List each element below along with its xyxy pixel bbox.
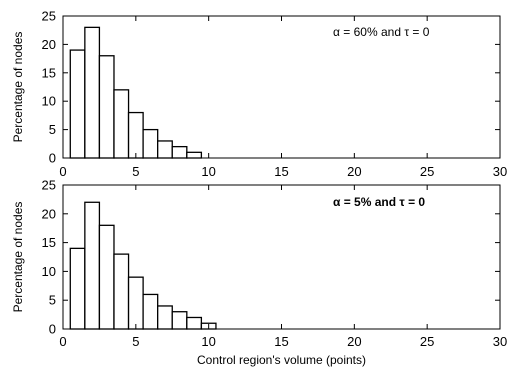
histogram-bar <box>98 224 115 330</box>
y-tick-label: 0 <box>49 151 56 166</box>
histogram-bar <box>127 111 144 159</box>
histogram-bar <box>186 316 203 330</box>
y-tick-label: 10 <box>42 264 56 279</box>
panel-annotation: α = 5% and τ = 0 <box>333 195 425 209</box>
histogram-bar <box>98 55 115 159</box>
x-tick-label: 30 <box>493 334 507 349</box>
histogram-bar <box>69 247 86 330</box>
y-tick-label: 0 <box>49 322 56 337</box>
histogram-bar <box>69 49 86 159</box>
histogram-bar <box>157 140 173 159</box>
x-tick-label: 0 <box>59 164 66 179</box>
x-axis-label: Control region's volume (points) <box>197 353 366 367</box>
chart-panel-1: 0 5 10 15 20 25 30 0 5 10 15 20 25 Percentage of node… <box>11 9 507 180</box>
x-tick-label: 10 <box>201 334 215 349</box>
y-tick-label: 25 <box>42 9 56 24</box>
y-axis-label: Percentage of nodes <box>11 32 25 143</box>
x-tick-label: 25 <box>420 334 434 349</box>
histogram-bar <box>186 151 203 159</box>
histogram-bar <box>113 253 130 330</box>
histogram-bar <box>171 145 188 159</box>
y-tick-label: 5 <box>49 293 56 308</box>
histogram-bar <box>142 293 159 330</box>
chart-panel-2: 0 5 10 15 20 25 30 0 5 10 15 20 25 Percentage of node… <box>11 178 507 368</box>
y-tick-label: 10 <box>42 94 56 109</box>
histogram-bar <box>84 26 101 159</box>
y-tick-label: 25 <box>42 178 56 193</box>
x-tick-label: 10 <box>201 164 215 179</box>
y-tick-label: 20 <box>42 37 56 52</box>
x-tick-label: 5 <box>132 334 139 349</box>
histogram-bar <box>84 201 101 330</box>
y-tick-label: 15 <box>42 235 56 250</box>
histogram-bar <box>127 276 144 330</box>
histogram-bar <box>157 305 173 330</box>
x-tick-label: 15 <box>274 334 288 349</box>
x-tick-label: 15 <box>274 164 288 179</box>
x-tick-label: 25 <box>420 164 434 179</box>
x-tick-label: 20 <box>347 164 361 179</box>
y-tick-label: 15 <box>42 65 56 80</box>
histogram-bar <box>113 89 130 159</box>
y-tick-label: 5 <box>49 122 56 137</box>
y-axis-label: Percentage of nodes <box>11 202 25 313</box>
x-tick-label: 20 <box>347 334 361 349</box>
histogram-bar <box>142 128 159 159</box>
x-tick-label: 0 <box>59 334 66 349</box>
x-tick-label: 30 <box>493 164 507 179</box>
y-tick-label: 20 <box>42 206 56 221</box>
histogram-bar <box>171 311 188 330</box>
x-tick-label: 5 <box>132 164 139 179</box>
panel-annotation: α = 60% and τ = 0 <box>333 25 430 39</box>
